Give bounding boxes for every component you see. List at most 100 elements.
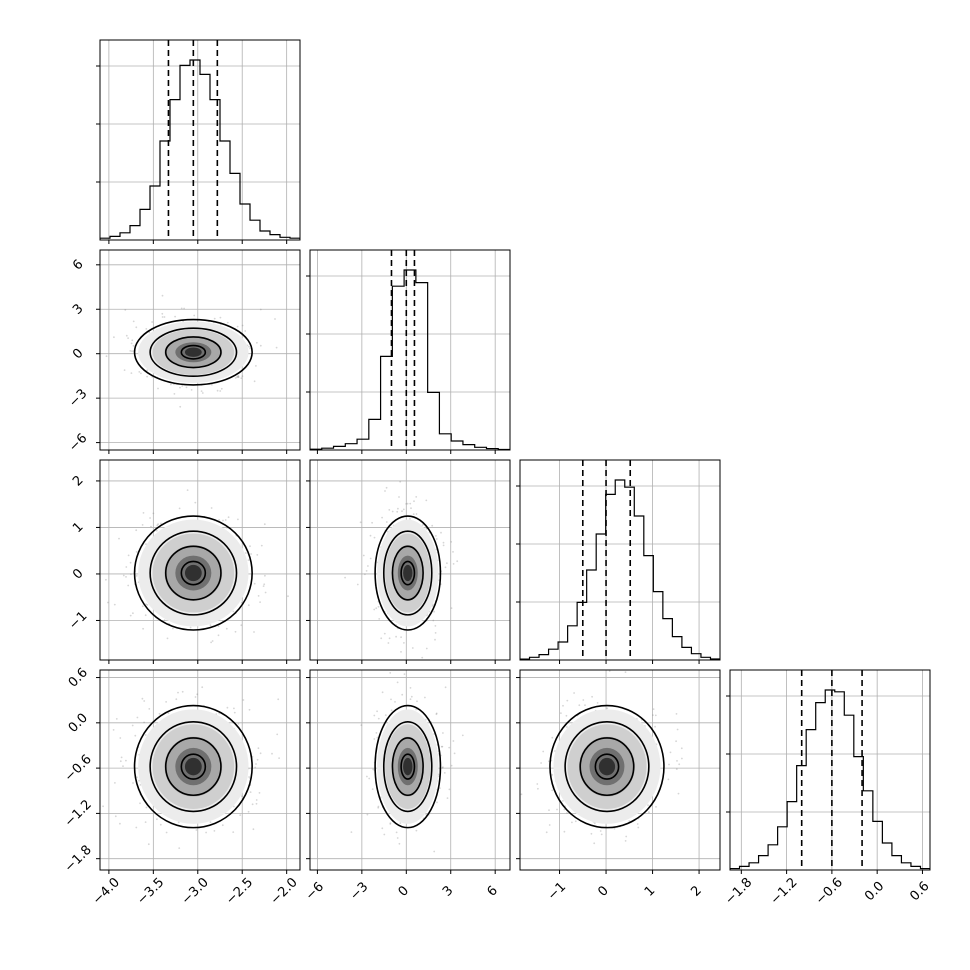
scatter-point [520, 793, 523, 796]
scatter-point [596, 702, 599, 704]
scatter-point [259, 308, 262, 311]
scatter-point [251, 803, 254, 806]
scatter-point [236, 376, 239, 378]
scatter-point [542, 750, 545, 753]
scatter-point [405, 503, 407, 505]
scatter-point [118, 537, 120, 540]
contour-2 [391, 737, 424, 797]
scatter-point [667, 778, 670, 781]
scatter-point [144, 614, 147, 617]
scatter-point [389, 672, 392, 674]
scatter-point [565, 714, 568, 717]
scatter-point [114, 815, 117, 818]
scatter-point [396, 837, 399, 839]
density-shade-4 [598, 757, 616, 776]
contour-0 [133, 318, 253, 386]
panel-3-2 [516, 669, 721, 874]
x-tick-label: 3 [440, 883, 456, 899]
scatter-point [396, 681, 399, 684]
scatter-point [248, 776, 251, 778]
scatter-point [158, 712, 161, 715]
scatter-point [676, 728, 679, 731]
scatter-point [107, 601, 109, 604]
scatter-point [554, 750, 556, 752]
scatter-point [378, 618, 381, 620]
y-tick-label: 1 [70, 520, 86, 536]
scatter-point [247, 604, 250, 607]
scatter-point [448, 746, 451, 749]
scatter-point [130, 342, 133, 345]
scatter-point [146, 369, 149, 372]
contour-3 [594, 753, 620, 780]
scatter-point [233, 711, 236, 714]
scatter-point [239, 814, 242, 816]
scatter-point [234, 377, 237, 379]
scatter-point [383, 833, 386, 836]
scatter-point [124, 309, 127, 311]
scatter-point [172, 627, 174, 630]
scatter-point [129, 561, 132, 564]
scatter-point [157, 523, 160, 526]
scatter-point [222, 519, 224, 522]
x-tick-label: 1 [642, 883, 658, 899]
scatter-point [628, 820, 631, 822]
scatter-point [624, 840, 627, 842]
scatter-point [435, 538, 438, 540]
scatter-point [668, 763, 670, 766]
scatter-point [556, 808, 558, 811]
scatter-point [122, 765, 124, 767]
scatter-point [161, 294, 164, 297]
scatter-point [258, 792, 261, 794]
scatter-point [145, 603, 147, 606]
contour-0 [374, 515, 442, 631]
scatter-point [425, 499, 428, 502]
scatter-point [142, 627, 145, 630]
scatter-point [237, 722, 240, 725]
scatter-point [584, 704, 586, 706]
scatter-point [256, 758, 259, 761]
scatter-point [123, 369, 126, 371]
scatter-point [241, 375, 244, 377]
scatter-point [647, 804, 649, 806]
scatter-point [443, 772, 446, 774]
scatter-point [201, 392, 204, 394]
scatter-point [385, 521, 388, 523]
scatter-point [364, 573, 366, 576]
scatter-point [257, 747, 260, 750]
scatter-point [675, 713, 678, 715]
scatter-point [105, 355, 108, 358]
scatter-point [241, 795, 243, 798]
scatter-point [114, 782, 116, 784]
x-tick-label: −2.0 [268, 875, 301, 908]
scatter-point [178, 507, 181, 510]
scatter-point [400, 636, 402, 639]
scatter-point [220, 387, 223, 390]
scatter-point [260, 544, 263, 547]
x-tick-label: −0.6 [813, 875, 846, 908]
scatter-point [131, 724, 134, 727]
contour-0 [374, 704, 442, 829]
scatter-point [410, 695, 413, 698]
scatter-point [143, 721, 146, 724]
x-tick-label: 6 [484, 883, 500, 899]
y-tick-label: 0 [70, 566, 86, 582]
scatter-point [390, 709, 393, 712]
scatter-point [248, 708, 251, 711]
scatter-point [415, 829, 418, 832]
scatter-point [397, 507, 399, 510]
scatter-point [255, 799, 258, 801]
panel-frame [99, 249, 301, 451]
scatter-point [396, 510, 399, 513]
scatter-point [362, 554, 365, 557]
scatter-point [450, 607, 453, 609]
density-shade-4 [184, 564, 202, 582]
scatter-point [675, 768, 678, 770]
scatter-point [344, 576, 346, 579]
histogram-3 [730, 689, 930, 870]
scatter-point [377, 805, 380, 808]
density-shade-4 [184, 757, 202, 776]
scatter-point [413, 500, 415, 503]
scatter-point [398, 842, 401, 845]
scatter-point [113, 603, 116, 606]
panel-2-2 [516, 459, 721, 664]
